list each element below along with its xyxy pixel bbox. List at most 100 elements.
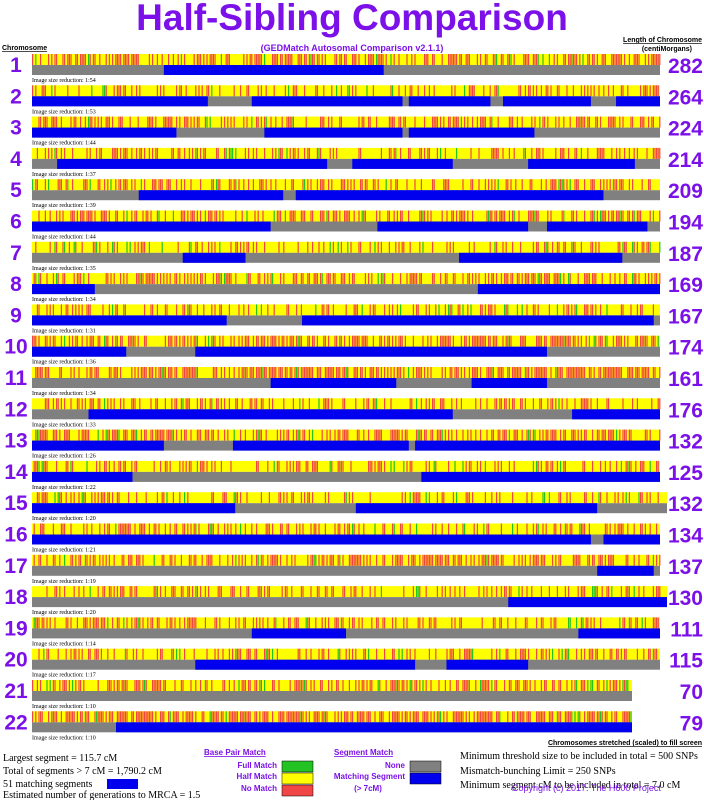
no-match-tick bbox=[244, 554, 246, 566]
no-match-tick bbox=[388, 210, 390, 222]
no-match-tick bbox=[246, 367, 248, 378]
full-match-tick bbox=[361, 210, 363, 222]
no-match-tick bbox=[614, 116, 616, 128]
no-match-tick bbox=[337, 523, 339, 535]
no-match-tick bbox=[294, 711, 296, 723]
no-match-tick bbox=[152, 179, 154, 191]
no-match-tick bbox=[316, 273, 318, 285]
full-match-tick bbox=[576, 680, 578, 691]
no-match-tick bbox=[558, 335, 560, 347]
no-match-tick bbox=[603, 85, 605, 97]
no-match-tick bbox=[654, 147, 656, 159]
no-match-tick bbox=[363, 523, 365, 535]
no-match-tick bbox=[339, 429, 341, 441]
no-match-tick bbox=[73, 586, 75, 598]
no-match-tick bbox=[628, 429, 630, 441]
no-match-tick bbox=[524, 54, 526, 65]
no-match-tick bbox=[400, 147, 402, 159]
no-match-tick bbox=[217, 273, 219, 285]
full-match-tick bbox=[556, 711, 558, 723]
full-match-tick bbox=[208, 335, 210, 347]
no-match-tick bbox=[163, 711, 165, 723]
no-match-tick bbox=[284, 586, 286, 598]
matching-segment bbox=[578, 628, 660, 639]
no-match-tick bbox=[609, 460, 611, 472]
no-match-tick bbox=[200, 680, 202, 691]
no-match-tick bbox=[619, 335, 621, 347]
reduction-note: Image size reduction: 1:20 bbox=[32, 516, 96, 522]
no-match-tick bbox=[352, 335, 354, 347]
no-match-tick bbox=[56, 429, 58, 441]
no-match-tick bbox=[46, 304, 48, 316]
no-match-tick bbox=[564, 54, 566, 65]
no-match-tick bbox=[312, 367, 314, 378]
chromosome-number: 3 bbox=[10, 117, 22, 140]
full-match-tick bbox=[129, 241, 131, 253]
no-match-tick bbox=[443, 492, 445, 504]
reduction-note: Image size reduction: 1:35 bbox=[32, 266, 96, 272]
no-match-tick bbox=[219, 210, 221, 222]
no-match-tick bbox=[425, 304, 427, 316]
no-match-tick bbox=[56, 210, 58, 222]
no-match-tick bbox=[454, 116, 456, 128]
chromosome-length: 132 bbox=[668, 431, 703, 454]
no-match-tick bbox=[584, 680, 586, 691]
no-match-tick bbox=[104, 460, 106, 472]
no-match-tick bbox=[163, 680, 165, 691]
no-match-tick bbox=[252, 617, 254, 629]
no-match-tick bbox=[643, 241, 645, 253]
no-match-tick bbox=[393, 116, 395, 128]
no-match-tick bbox=[384, 335, 386, 347]
reduction-note: Image size reduction: 1:44 bbox=[32, 235, 96, 241]
full-match-tick bbox=[257, 429, 259, 441]
no-match-tick bbox=[435, 116, 437, 128]
no-match-tick bbox=[150, 210, 152, 222]
full-match-tick bbox=[259, 680, 261, 691]
no-match-tick bbox=[640, 304, 642, 316]
no-match-tick bbox=[654, 273, 656, 285]
no-match-tick bbox=[444, 429, 446, 441]
no-match-tick bbox=[491, 147, 493, 159]
no-match-tick bbox=[488, 273, 490, 285]
full-match-tick bbox=[628, 586, 630, 598]
no-match-tick bbox=[326, 273, 328, 285]
no-match-tick bbox=[537, 711, 539, 723]
no-match-tick bbox=[398, 335, 400, 347]
matching-segment bbox=[572, 409, 660, 420]
full-match-tick bbox=[278, 147, 280, 159]
no-match-tick bbox=[353, 523, 355, 535]
no-match-tick bbox=[78, 554, 80, 566]
no-match-tick bbox=[598, 680, 600, 691]
full-match-tick bbox=[534, 429, 536, 441]
no-match-tick bbox=[164, 586, 166, 598]
matching-segment bbox=[32, 471, 133, 482]
no-match-tick bbox=[256, 116, 258, 128]
no-match-tick bbox=[100, 116, 102, 128]
chromosome-number: 13 bbox=[4, 430, 27, 453]
no-match-tick bbox=[345, 429, 347, 441]
no-match-tick bbox=[243, 680, 245, 691]
no-match-tick bbox=[251, 523, 253, 535]
no-match-tick bbox=[584, 460, 586, 472]
full-match-tick bbox=[571, 54, 573, 65]
no-match-tick bbox=[580, 398, 582, 410]
no-match-tick bbox=[78, 648, 80, 660]
full-match-tick bbox=[491, 680, 493, 691]
no-match-tick bbox=[329, 367, 331, 378]
no-match-tick bbox=[113, 460, 115, 472]
no-match-tick bbox=[36, 680, 38, 691]
no-match-tick bbox=[401, 335, 403, 347]
no-match-tick bbox=[88, 304, 90, 316]
no-match-tick bbox=[184, 648, 186, 660]
no-match-tick bbox=[620, 304, 622, 316]
no-match-tick bbox=[646, 85, 648, 97]
no-match-tick bbox=[44, 179, 46, 191]
no-match-tick bbox=[476, 116, 478, 128]
no-match-tick bbox=[272, 147, 274, 159]
no-match-tick bbox=[123, 711, 125, 723]
no-match-tick bbox=[257, 54, 259, 65]
no-match-tick bbox=[184, 367, 186, 378]
no-match-tick bbox=[532, 241, 534, 253]
no-match-tick bbox=[188, 147, 190, 159]
full-match-tick bbox=[296, 367, 298, 378]
